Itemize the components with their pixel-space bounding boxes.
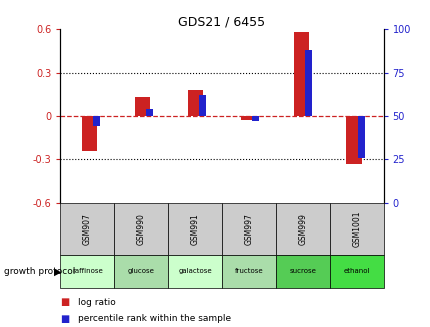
Text: GSM997: GSM997 bbox=[244, 213, 253, 245]
Bar bbox=[358, 116, 364, 158]
Bar bbox=[134, 97, 150, 116]
Text: sucrose: sucrose bbox=[289, 268, 316, 274]
Bar bbox=[346, 116, 362, 164]
Text: ethanol: ethanol bbox=[343, 268, 369, 274]
Bar bbox=[199, 95, 206, 116]
Title: GDS21 / 6455: GDS21 / 6455 bbox=[178, 15, 265, 28]
Bar bbox=[305, 50, 311, 116]
Bar bbox=[93, 116, 100, 127]
Text: ▶: ▶ bbox=[54, 267, 61, 276]
Text: GSM907: GSM907 bbox=[83, 213, 92, 245]
Text: GSM991: GSM991 bbox=[190, 213, 199, 245]
Text: galactose: galactose bbox=[178, 268, 212, 274]
Bar bbox=[146, 109, 153, 116]
Text: GSM1001: GSM1001 bbox=[351, 211, 360, 247]
Text: log ratio: log ratio bbox=[77, 298, 115, 307]
Text: ■: ■ bbox=[60, 314, 69, 324]
Text: fructose: fructose bbox=[234, 268, 263, 274]
Bar bbox=[81, 116, 97, 151]
Text: GSM990: GSM990 bbox=[136, 213, 145, 245]
Text: percentile rank within the sample: percentile rank within the sample bbox=[77, 314, 230, 323]
Bar bbox=[293, 32, 309, 116]
Bar bbox=[187, 90, 203, 116]
Bar bbox=[252, 116, 258, 121]
Text: ■: ■ bbox=[60, 298, 69, 307]
Text: raffinose: raffinose bbox=[72, 268, 102, 274]
Text: growth protocol: growth protocol bbox=[4, 267, 76, 276]
Text: GSM999: GSM999 bbox=[298, 213, 307, 245]
Text: glucose: glucose bbox=[127, 268, 154, 274]
Bar bbox=[240, 116, 256, 120]
